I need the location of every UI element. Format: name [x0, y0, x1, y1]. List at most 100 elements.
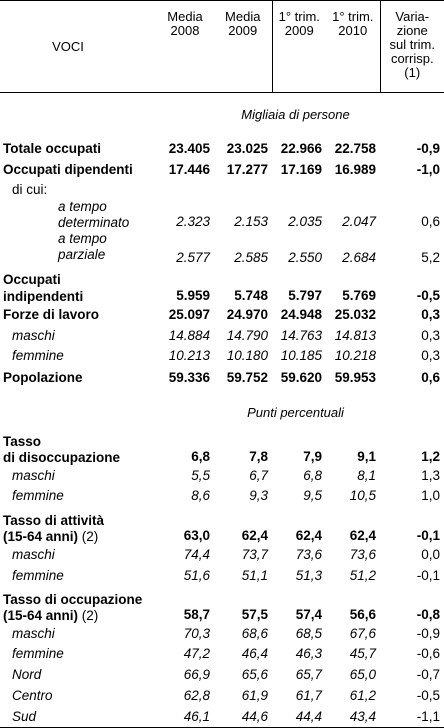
table-cell-value: 2.323 [176, 213, 210, 229]
table-row-occ-maschi: maschi 70,3 68,6 68,5 67,6 -0,9 [0, 624, 444, 644]
table-cell-value: 2.577 [176, 249, 210, 265]
table-cell-label: Centro [12, 688, 53, 703]
table-cell-value: 61,7 [295, 688, 322, 703]
table-cell-value: 44,6 [241, 708, 268, 724]
table-cell-value: 7,8 [249, 448, 268, 464]
table-row-popolazione: Popolazione 59.336 59.752 59.620 59.953 0,6 [0, 366, 444, 390]
table-cell-value: 7,9 [303, 448, 322, 464]
table-cell-label: a tempo determinato [58, 198, 130, 230]
table-cell-label [156, 181, 214, 199]
table-cell-value: 14.763 [280, 327, 322, 343]
table-cell-value: 62,4 [295, 527, 322, 543]
table-cell-value: 65,7 [295, 666, 322, 682]
table-cell-label: Punti percentuali [247, 404, 344, 420]
table-cell-value: 23.025 [226, 141, 268, 156]
table-cell-value: 51,1 [241, 567, 268, 583]
table-cell-value: 62,4 [349, 527, 376, 543]
table-cell-value: 6,8 [303, 467, 322, 483]
table-cell-label [0, 93, 444, 103]
section-migliaia: Migliaia di persone [0, 103, 444, 127]
table-cell-value: 73,6 [295, 547, 322, 562]
table-row-dis-femmine: femmine 8,6 9,3 9,5 10,5 1,0 [0, 486, 444, 507]
table-cell-value: 44,4 [295, 708, 322, 724]
table-cell-value: 22.758 [334, 141, 376, 156]
table-cell-value: 8,1 [357, 467, 376, 483]
table-cell-value: 46,1 [183, 708, 210, 724]
header-media-2008: Media 2008 [167, 9, 203, 38]
table-cell-label: Migliaia di persone [241, 106, 350, 122]
table-cell-value: 0,6 [421, 213, 440, 229]
table-cell-label: maschi [12, 467, 55, 483]
table-cell-value: 1,0 [421, 488, 440, 503]
header-voci: VOCI [52, 38, 84, 54]
table-cell-value: 16.989 [334, 162, 376, 177]
table-cell-value: -0,5 [416, 688, 440, 703]
table-cell-value: 0,3 [421, 307, 440, 322]
table-cell-value: 51,6 [183, 567, 210, 583]
table-cell-value: 68,5 [295, 625, 322, 641]
table-cell-value: 73,7 [241, 547, 268, 562]
table-cell-value: -1,0 [416, 162, 440, 177]
table-cell-label: Popolazione [3, 369, 83, 385]
table-cell-value: 10.180 [226, 347, 268, 363]
table-cell-value: 0,3 [421, 327, 440, 343]
table-cell-label [0, 390, 444, 402]
table-row-tasso-disoccupazione: Tasso di disoccupazione 6,8 7,8 7,9 9,1 1,2 [0, 432, 444, 466]
table-cell-value: 25.032 [334, 307, 376, 322]
table-cell-value: 5.748 [234, 287, 268, 303]
table-cell-value: 5.797 [288, 287, 322, 303]
table-cell-label: femmine [12, 347, 64, 363]
table-cell-label: Nord [12, 666, 42, 682]
table-cell-label: a tempo parziale [58, 230, 107, 262]
table-row-totale-occupati: Totale occupati 23.405 23.025 22.966 22.758… [0, 139, 444, 160]
table-cell-value: 66,9 [183, 666, 210, 682]
table-cell-value: 9,1 [357, 448, 376, 464]
table-cell-value: 57,5 [241, 606, 268, 622]
table-cell-value: 2.035 [288, 213, 322, 229]
table-cell-value: 2.153 [234, 213, 268, 229]
table-cell-value: 5.959 [176, 287, 210, 303]
table-cell-label: Totale occupati [3, 141, 102, 156]
table-row-tasso-occupazione: Tasso di occupazione (15-64 anni) (2) 58,… [0, 586, 444, 624]
table-cell-label: Forze di lavoro [3, 307, 100, 322]
header-trim-2009: 1° trim. 2009 [271, 0, 326, 93]
table-cell-value: -0,6 [416, 645, 440, 661]
table-row-tasso-attivita: Tasso di attività (15-64 anni) (2) 63,0 62… [0, 507, 444, 545]
table-cell-value: 14.884 [168, 327, 210, 343]
table-cell-label: femmine [12, 645, 64, 661]
table-cell-value: 5,5 [191, 467, 210, 483]
table-cell-value: 10.218 [334, 347, 376, 363]
table-row-att-femmine: femmine 51,6 51,1 51,3 51,2 -0,1 [0, 566, 444, 586]
table-cell-value: 58,7 [183, 606, 210, 622]
header-media-2009: Media 2009 [225, 9, 261, 38]
table-cell-label: maschi [12, 547, 55, 562]
table-cell-label: Tasso di occupazione (15-64 anni) (2) [3, 591, 143, 623]
table-cell-value: 17.277 [226, 162, 268, 177]
table-cell-value: 45,7 [349, 645, 376, 661]
table-cell-value: 22.966 [280, 141, 322, 156]
table-cell-value: 61,2 [349, 688, 376, 703]
table-cell-value: -1,1 [416, 708, 440, 724]
table-cell-label [214, 181, 272, 199]
table-cell-label: Occupati dipendenti [3, 162, 133, 177]
table-cell-value: 59.336 [168, 369, 210, 385]
table-cell-value: 2.047 [342, 213, 376, 229]
table-cell-label: maschi [12, 327, 55, 343]
table-cell-value: 65,6 [241, 666, 268, 682]
table-cell-value: 43,4 [349, 708, 376, 724]
table-cell-label: maschi [12, 625, 55, 641]
table-cell-value: 24.948 [280, 307, 322, 322]
table-cell-label: Sud [12, 708, 37, 724]
table-row-di-cui: di cui: [0, 181, 444, 199]
table-row-forze-lavoro: Forze di lavoro 25.097 24.970 24.948 25.032… [0, 305, 444, 326]
table-cell-value: 6,8 [191, 448, 210, 464]
table-cell-label: Occupati indipendenti [3, 271, 84, 304]
table-cell-label: di cui: [12, 181, 48, 197]
table-cell-value: -0,8 [416, 606, 440, 622]
table-cell-value: 9,5 [303, 488, 322, 503]
table-cell-value: 57,4 [295, 606, 322, 622]
table-cell-value: 70,3 [183, 625, 210, 641]
table-row-fl-femmine: femmine 10.213 10.180 10.185 10.218 0,3 [0, 346, 444, 366]
table-cell-value: 62,8 [183, 688, 210, 703]
